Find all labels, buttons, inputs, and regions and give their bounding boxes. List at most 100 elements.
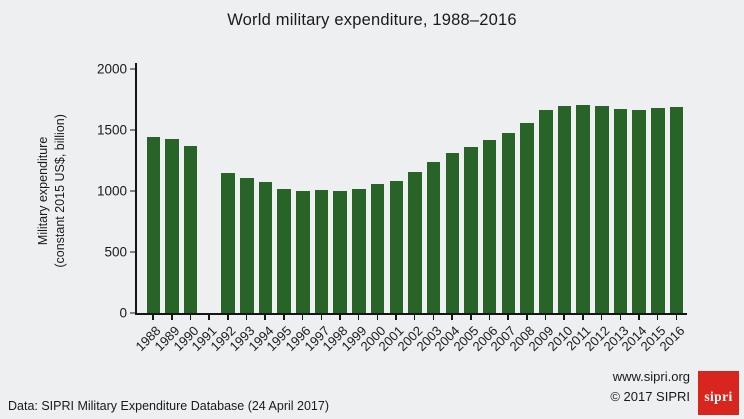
- x-tick-2002: [413, 315, 416, 320]
- bar-slot-1996: 1996: [282, 69, 313, 354]
- bar-2013: [613, 108, 628, 313]
- x-tick-2010: [563, 315, 565, 320]
- x-tick-2008: [526, 315, 528, 320]
- footer-right: www.sipri.org © 2017 SIPRI: [610, 367, 690, 407]
- bar-1997: [314, 189, 329, 313]
- y-axis-title-line1: Military expenditure: [36, 136, 51, 246]
- website-url: www.sipri.org: [612, 368, 690, 384]
- x-tick-1991: [208, 315, 210, 320]
- bar-slot-1995: 1995: [264, 69, 295, 354]
- bar-slot-1999: 1999: [338, 69, 370, 354]
- x-tick-2009: [544, 315, 547, 320]
- bar-slot-1997: 1997: [301, 69, 332, 354]
- bar-1998: [333, 190, 347, 313]
- bar-slot-1989: 1989: [152, 69, 183, 354]
- bar-series: 1988 1989 1990 1991 1992 1993 1994 1995 1996 1997…: [133, 69, 687, 354]
- x-tick-2014: [638, 315, 640, 320]
- sipri-logo-text: sipri: [704, 388, 733, 404]
- bar-slot-2010: 2010: [544, 69, 575, 354]
- x-tick-1998: [339, 315, 341, 320]
- x-tick-2015: [656, 315, 659, 320]
- bar-2014: [632, 110, 646, 313]
- y-axis-title: Military expenditure (constant 2015 US$,…: [24, 69, 80, 313]
- bar-2004: [445, 152, 460, 313]
- plot-area: 0 500 1000 1500 2000 1988 1989 1990 1991 1992 199…: [97, 62, 687, 355]
- bar-1992: [221, 173, 235, 313]
- y-tick-mark-0: [130, 312, 137, 314]
- bar-1999: [352, 188, 366, 313]
- bar-slot-1994: 1994: [245, 69, 276, 354]
- x-tick-1993: [245, 315, 248, 320]
- y-tick-1500: 1500: [97, 123, 137, 138]
- sipri-logo: sipri: [698, 371, 739, 415]
- bar-2001: [389, 180, 403, 313]
- x-tick-2004: [451, 315, 453, 320]
- bar-slot-2012: 2012: [581, 69, 612, 354]
- bar-slot-1988: 1988: [133, 69, 164, 354]
- bar-2007: [501, 132, 516, 313]
- bar-1994: [258, 182, 273, 313]
- x-tick-1996: [301, 315, 304, 320]
- x-tick-1995: [283, 315, 285, 320]
- y-tick-mark-1000: [130, 190, 137, 192]
- bar-2003: [426, 162, 441, 313]
- bar-2002: [408, 171, 422, 313]
- bar-slot-2006: 2006: [469, 69, 500, 354]
- bar-slot-2002: 2002: [395, 69, 426, 354]
- bar-slot-2013: 2013: [600, 69, 631, 354]
- y-tick-2000: 2000: [97, 62, 137, 77]
- x-tick-1997: [320, 315, 323, 320]
- bar-slot-2008: 2008: [507, 69, 538, 354]
- x-tick-1990: [189, 315, 192, 320]
- x-tick-2012: [600, 315, 603, 320]
- bar-slot-2004: 2004: [432, 69, 463, 354]
- x-tick-1988: [152, 315, 154, 320]
- bar-slot-2016: 2016: [656, 69, 687, 354]
- y-tick-label-500: 500: [104, 244, 127, 260]
- bar-2006: [482, 139, 497, 313]
- bar-2016: [669, 107, 684, 313]
- bar-1988: [146, 137, 161, 313]
- bar-slot-2005: 2005: [451, 69, 482, 354]
- x-tick-2000: [376, 315, 379, 320]
- bar-1996: [296, 191, 310, 313]
- x-axis-line: [135, 313, 687, 315]
- bar-slot-1991: 1991: [189, 69, 220, 354]
- bar-2005: [464, 146, 478, 313]
- x-tick-2006: [488, 315, 491, 320]
- bar-slot-2011: 2011: [563, 69, 594, 353]
- x-tick-2001: [395, 315, 397, 320]
- y-tick-500: 500: [104, 245, 137, 260]
- y-tick-label-2000: 2000: [96, 61, 127, 77]
- chart-title: World military expenditure, 1988–2016: [227, 11, 517, 29]
- y-tick-label-0: 0: [119, 305, 127, 321]
- x-tick-2005: [470, 315, 472, 320]
- x-tick-1994: [264, 315, 266, 320]
- x-tick-2016: [675, 315, 678, 320]
- bar-2015: [651, 108, 665, 313]
- y-tick-mark-1500: [130, 129, 137, 131]
- bar-2010: [557, 105, 572, 313]
- bar-1995: [277, 188, 291, 313]
- y-tick-mark-500: [130, 251, 137, 253]
- bar-2012: [595, 106, 609, 313]
- bar-slot-1992: 1992: [208, 69, 239, 354]
- bar-slot-2015: 2015: [637, 69, 669, 354]
- bar-1989: [165, 139, 179, 313]
- copyright-notice: © 2017 SIPRI: [610, 388, 690, 404]
- y-tick-1000: 1000: [97, 184, 137, 199]
- bar-slot-2009: 2009: [525, 69, 556, 354]
- bar-slot-2003: 2003: [413, 69, 444, 354]
- x-tick-2013: [619, 315, 622, 320]
- x-tick-2011: [582, 315, 584, 320]
- x-tick-1989: [171, 315, 173, 320]
- y-axis-title-line2: (constant 2015 US$, billion): [53, 114, 67, 268]
- bar-slot-1990: 1990: [170, 69, 201, 354]
- y-tick-label-1500: 1500: [96, 122, 127, 138]
- data-source-note: Data: SIPRI Military Expenditure Databas…: [8, 399, 329, 413]
- bar-1990: [183, 146, 198, 313]
- x-tick-2007: [507, 315, 509, 320]
- x-tick-1999: [357, 315, 360, 320]
- bar-slot-2014: 2014: [619, 69, 650, 354]
